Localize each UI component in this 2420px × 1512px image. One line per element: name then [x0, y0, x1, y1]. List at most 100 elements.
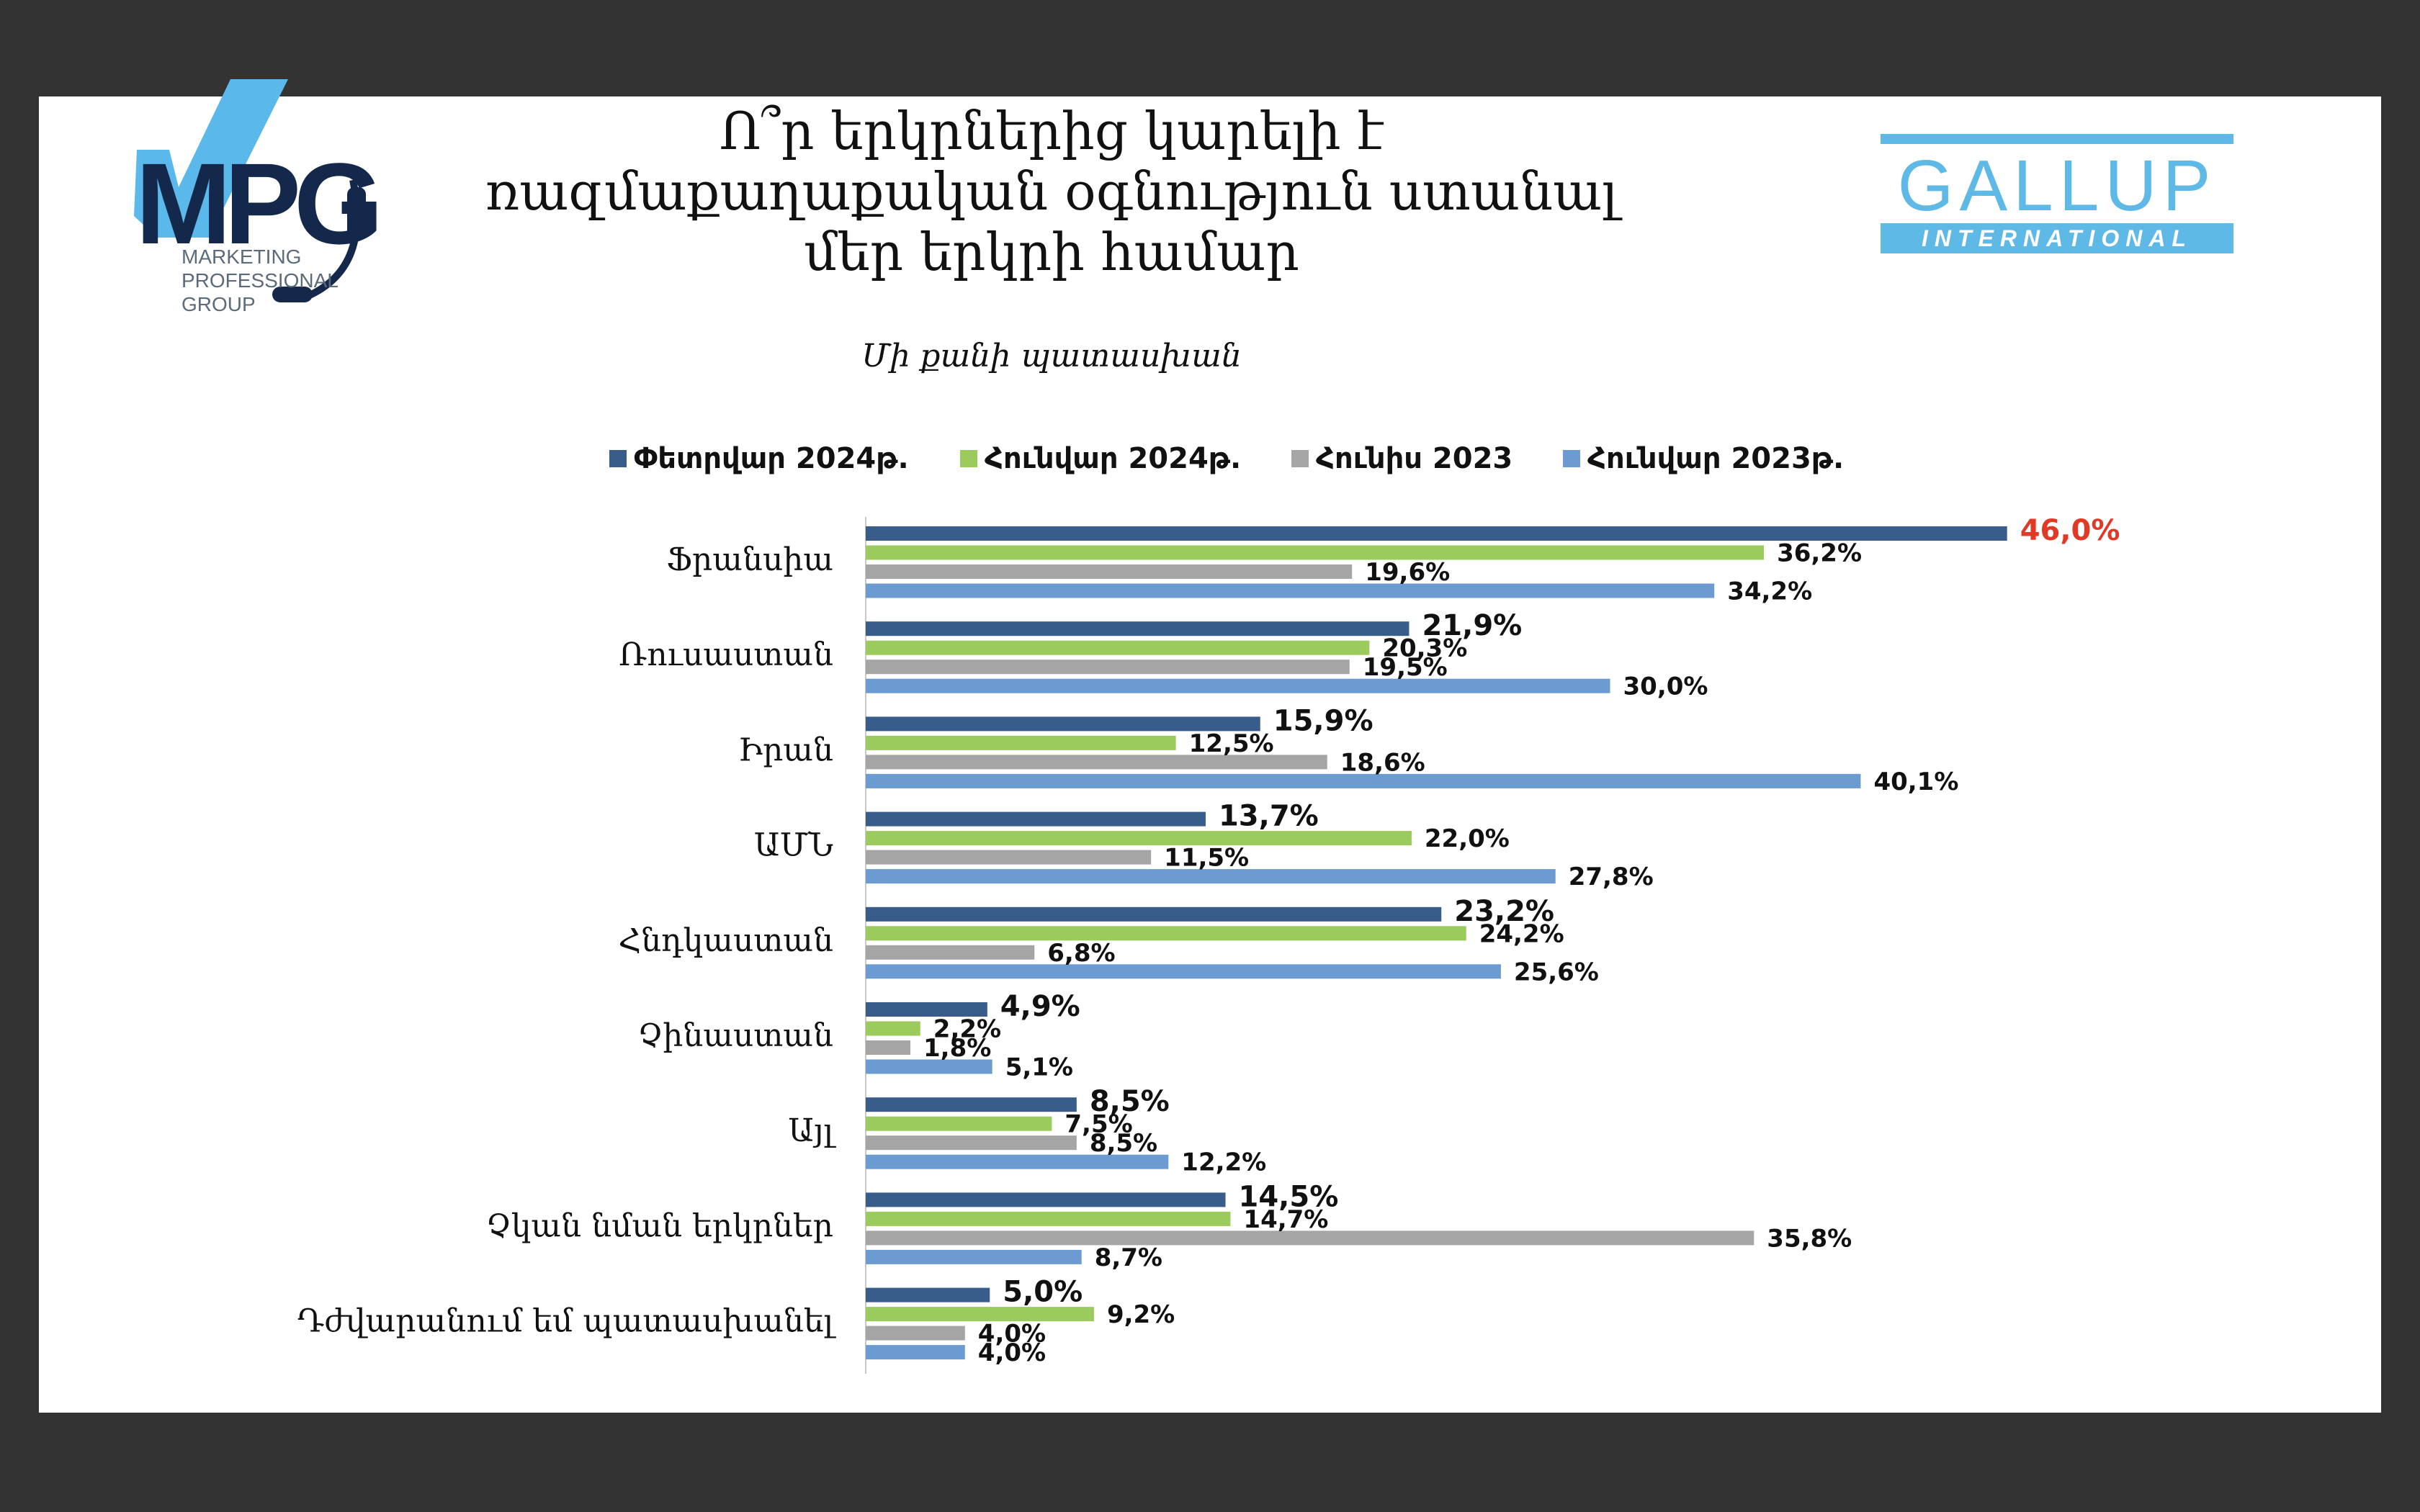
bar — [866, 1135, 1077, 1151]
value-label: 9,2% — [1107, 1300, 1175, 1329]
category-label: Հնդկաստան — [618, 922, 833, 959]
mpg-subtitle: MARKETING PROFESSIONAL GROUP — [182, 246, 339, 315]
value-label: 5,0% — [1003, 1276, 1083, 1309]
bar — [866, 945, 1035, 960]
value-label: 19,5% — [1363, 653, 1448, 682]
bar — [866, 831, 1412, 846]
bar — [866, 621, 1410, 636]
category-label: Ֆրանսիա — [666, 541, 833, 578]
gallup-logo: GALLUP INTERNATIONAL — [1881, 134, 2233, 253]
bar — [866, 755, 1327, 770]
value-label: 24,2% — [1479, 919, 1564, 948]
legend-swatch — [1291, 450, 1309, 467]
value-label: 4,9% — [1000, 990, 1080, 1023]
headset-ear-icon — [347, 187, 366, 238]
chart-bars — [866, 526, 2007, 1360]
value-label: 8,7% — [1095, 1243, 1162, 1272]
bar — [866, 1287, 990, 1302]
legend-label: Հունիս 2023 — [1316, 442, 1512, 475]
value-label: 27,8% — [1569, 863, 1654, 891]
gallup-international-band: INTERNATIONAL — [1881, 223, 2233, 253]
value-label: 20,3% — [1382, 634, 1467, 663]
value-label: 1,8% — [923, 1034, 991, 1063]
bar — [866, 906, 1442, 922]
legend-label: Հունվար 2024թ. — [985, 442, 1241, 475]
value-label: 4,0% — [978, 1320, 1046, 1349]
chart-title: Ո՞ր երկրներից կարելի է ռազմաքաղաքական օգ… — [485, 101, 1618, 282]
chart-legend: Փետրվար 2024թ. Հունվար 2024թ. Հունիս 2023 Հ… — [609, 442, 1844, 475]
bar — [866, 1040, 911, 1055]
bar — [866, 660, 1350, 675]
value-label: 15,9% — [1273, 704, 1373, 737]
value-label: 5,1% — [1005, 1053, 1073, 1082]
category-label: Այլ — [788, 1112, 836, 1149]
legend-swatch — [609, 450, 627, 467]
bar — [866, 526, 2007, 541]
legend-swatch — [960, 450, 977, 467]
chart-labels: Ֆրանսիա 46,0% 36,2% 19,6% 34,2% Ռուսաստան 21,9… — [297, 514, 2120, 1367]
bar — [866, 773, 1861, 788]
chart-subtitle: Մի քանի պատասխան — [861, 338, 1242, 374]
bar — [866, 583, 1715, 598]
headset-mic-icon — [272, 287, 313, 302]
value-label: 21,9% — [1422, 609, 1522, 642]
bar — [866, 1097, 1077, 1112]
value-label: 14,7% — [1243, 1205, 1328, 1234]
bar — [866, 1230, 1754, 1246]
bar — [866, 678, 1610, 693]
bar — [866, 1192, 1226, 1207]
value-label: 46,0% — [2020, 514, 2120, 547]
legend-label: Փետրվար 2024թ. — [634, 442, 909, 475]
value-label: 6,8% — [1047, 939, 1115, 968]
mpg-check-mark — [134, 79, 288, 238]
category-label: ԱՄՆ — [754, 827, 833, 864]
gallup-top-bar — [1881, 134, 2233, 144]
bar — [866, 1211, 1231, 1226]
value-label: 30,0% — [1623, 672, 1708, 701]
bar — [866, 640, 1370, 655]
bar — [866, 811, 1206, 827]
bar — [866, 735, 1176, 750]
value-label: 34,2% — [1727, 577, 1812, 606]
value-label: 19,6% — [1365, 558, 1450, 587]
value-label: 11,5% — [1164, 844, 1249, 873]
bar — [866, 1154, 1169, 1169]
bar — [866, 1249, 1082, 1264]
category-label: Դժվարանում եմ պատասխանել — [297, 1303, 837, 1340]
bar — [866, 926, 1466, 941]
value-label: 22,0% — [1425, 824, 1510, 853]
bar — [866, 1326, 965, 1341]
bar — [866, 716, 1260, 732]
value-label: 7,5% — [1065, 1110, 1132, 1139]
value-label: 14,5% — [1239, 1180, 1339, 1213]
value-label: 35,8% — [1767, 1224, 1852, 1253]
value-label: 18,6% — [1340, 748, 1425, 777]
category-label: Չկան նման երկրներ — [486, 1207, 833, 1244]
category-label: Չինաստան — [637, 1017, 833, 1054]
bar — [866, 850, 1152, 865]
value-label: 13,7% — [1219, 800, 1319, 833]
value-label: 12,5% — [1189, 729, 1274, 758]
category-label: Իրան — [738, 732, 833, 768]
legend-swatch — [1563, 450, 1580, 467]
gallup-wordmark: GALLUP — [1897, 145, 2217, 226]
bar — [866, 1059, 992, 1074]
value-label: 12,2% — [1181, 1148, 1266, 1177]
value-label: 8,5% — [1090, 1085, 1170, 1118]
bar — [866, 1345, 965, 1360]
value-label: 40,1% — [1873, 768, 1958, 796]
bar — [866, 564, 1353, 579]
bar — [866, 545, 1765, 560]
category-label: Ռուսաստան — [619, 636, 833, 673]
value-label: 4,0% — [978, 1338, 1046, 1367]
legend-label: Հունվար 2023թ. — [1587, 442, 1844, 475]
bar — [866, 1021, 920, 1036]
value-label: 25,6% — [1514, 958, 1599, 986]
value-label: 8,5% — [1090, 1129, 1157, 1158]
bar — [866, 1307, 1094, 1322]
value-label: 36,2% — [1777, 539, 1862, 568]
bar — [866, 1116, 1052, 1131]
bar — [866, 1002, 987, 1017]
value-label: 23,2% — [1454, 895, 1554, 928]
